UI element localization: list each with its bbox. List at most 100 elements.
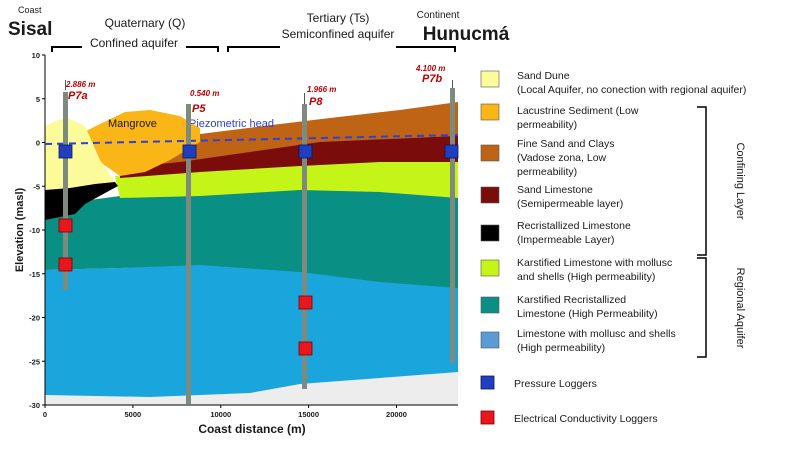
well-casing [63,92,68,290]
well-name: P7a [68,90,88,102]
well-casing [186,104,191,404]
legend-label: (High permeability) [517,342,605,354]
y-tick-label: 5 [36,95,40,104]
confining-layer-bracket [697,106,707,256]
legend-swatch-sand-limestone [480,186,500,204]
well-name: P8 [309,96,323,108]
legend-swatch-sand-dune [480,70,500,88]
regional-aquifer-label: Regional Aquifer [734,268,746,349]
legend-label: Fine Sand and Clays [517,138,614,150]
x-axis-label: Coast distance (m) [198,422,305,436]
well-p8: 1.966 m P8 [298,85,336,389]
quaternary-title: Quaternary (Q) [105,16,186,30]
well-depth: 1.966 m [307,85,336,94]
well-p7b: 4.100 m P7b [415,64,459,363]
y-tick-label: -10 [29,226,40,235]
x-tick-labels: 0 5000 10000 15000 20000 [43,405,407,419]
quaternary-bracket [51,46,219,52]
legend-swatch-fine-sand [480,144,500,162]
tertiary-bracket [227,46,456,52]
x-tick-label: 5000 [125,410,142,419]
pressure-logger [298,144,313,159]
pressure-logger-label: Pressure Loggers [514,378,597,390]
legend-label: (Impermeable Layer) [517,234,614,246]
legend-label: Limestone (High Permeability) [517,308,658,320]
x-tick-label: 20000 [386,410,407,419]
legend: Sand Dune (Local Aquifer, no conection w… [480,70,746,425]
legend-label: and shells (High permeability) [517,271,655,283]
well-depth: 2.886 m [65,80,95,89]
legend-label: (Vadose zona, Low [517,152,607,164]
pressure-logger [444,144,459,159]
y-tick-labels: 10 5 0 -5 -10 -15 -20 -25 -30 [29,51,45,410]
regional-aquifer-bracket [697,257,707,358]
confining-layer-label: Confining Layer [734,142,746,219]
lower-boundary-band [45,372,458,405]
pressure-logger-swatch [480,375,495,390]
continent-label: Continent [417,10,460,21]
legend-swatch-karstified-recristallized [480,296,500,314]
x-tick-label: 0 [43,410,47,419]
y-axis-label: Elevation (masl) [14,187,26,272]
plot-axes: 10 5 0 -5 -10 -15 -20 -25 -30 0 5000 10000 15000 200… [29,51,458,419]
well-depth: 0.540 m [190,89,219,98]
legend-swatch-limestone-mollusc [480,331,500,349]
legend-label: permeability) [517,119,577,131]
x-tick-label: 10000 [210,410,231,419]
legend-label: Limestone with mollusc and shells [517,328,676,340]
limestone-mollusc-layer [45,252,458,405]
legend-label: Sand Limestone [517,184,593,196]
y-tick-label: -30 [29,401,40,410]
y-tick-label: 10 [32,51,40,60]
y-tick-label: -25 [29,357,40,366]
pressure-logger [182,144,197,159]
conductivity-logger-label: Electrical Conductivity Loggers [514,413,658,425]
legend-label: Sand Dune [517,70,570,82]
y-tick-label: -15 [29,270,40,279]
legend-swatch-karstified-limestone [480,259,500,277]
tertiary-subtitle: Semiconfined aquifer [282,27,395,41]
y-tick-label: -5 [33,182,40,191]
continent-city: Hunucmá [423,24,510,45]
well-casing [302,104,307,389]
well-p7a: 2.886 m P7a [58,80,95,290]
well-depth: 4.100 m [415,64,445,73]
piezometric-head-label: Piezometric head [189,118,274,130]
conductivity-logger [298,341,313,356]
y-tick-label: 0 [36,139,40,148]
mangrove-label: Mangrove [108,118,157,130]
pressure-logger [58,144,73,159]
karstified-recristallized-layer [45,186,458,288]
y-tick-label: -20 [29,314,40,323]
legend-label: Karstified Recristallized [517,294,626,306]
well-name: P5 [192,103,206,115]
tertiary-title: Tertiary (Ts) [307,11,370,25]
legend-label: (Semipermeable layer) [517,198,623,210]
well-p5: 0.540 m P5 [182,89,219,404]
sand-dune-layer [45,118,115,190]
legend-label: Karstified Limestone with mollusc [517,257,672,269]
well-name: P7b [422,73,442,85]
sand-limestone-layer [120,134,458,178]
conductivity-logger-swatch [480,410,495,425]
legend-label: Recristallized Limestone [517,220,631,232]
karstified-limestone-layer [115,160,458,198]
conductivity-logger [58,218,73,233]
geology-layers [45,102,458,405]
legend-swatch-lacustrine [480,103,500,121]
lacustrine-sediment-layer [80,110,200,176]
piezometric-head-line [44,134,459,145]
quaternary-subtitle: Confined aquifer [90,36,178,50]
well-casing [450,88,455,363]
legend-label: (Local Aquifer, no conection with region… [517,84,746,96]
conductivity-logger [58,257,73,272]
conductivity-logger [298,295,313,310]
legend-swatch-recristallized [480,224,500,242]
coast-label: Coast [18,5,42,15]
legend-label: permeability) [517,166,577,178]
coast-city: Sisal [8,19,52,40]
legend-label: Lacustrine Sediment (Low [517,105,639,117]
x-tick-label: 15000 [298,410,319,419]
